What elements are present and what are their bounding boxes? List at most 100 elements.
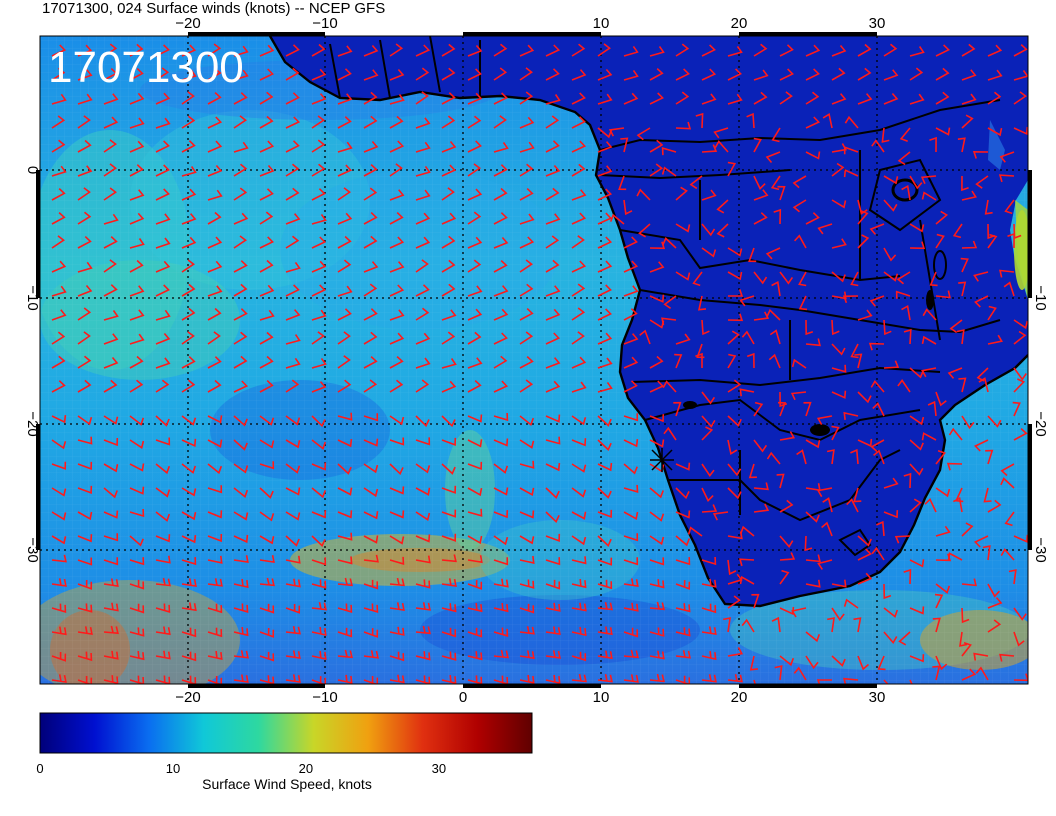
wind-barb — [897, 151, 911, 166]
wind-barb — [259, 555, 275, 563]
wind-barb — [363, 283, 378, 297]
wind-barb — [311, 626, 327, 637]
wind-barb — [545, 164, 561, 177]
wind-barb — [545, 140, 560, 153]
wind-barb — [311, 357, 327, 369]
wind-barb — [103, 163, 117, 177]
wind-barb — [952, 223, 963, 239]
wind-barb — [207, 307, 222, 321]
wind-barb — [932, 617, 941, 633]
wind-barb — [870, 380, 885, 393]
wind-barb — [571, 116, 586, 129]
wind-barb — [816, 487, 833, 498]
wind-barb — [883, 679, 897, 684]
wind-barb — [805, 631, 821, 643]
wind-barb — [831, 425, 840, 441]
wind-barb — [51, 285, 67, 297]
wind-barb — [207, 510, 223, 519]
wind-barb — [850, 271, 859, 287]
wind-barb — [363, 603, 379, 613]
colorbar-tick-label: 20 — [299, 761, 313, 776]
wind-barb — [779, 535, 794, 548]
wind-barb — [727, 463, 742, 477]
wind-barb — [620, 137, 629, 153]
wind-barb — [519, 141, 535, 153]
wind-barb — [441, 212, 457, 225]
wind-barb — [181, 140, 196, 153]
wind-barb — [597, 650, 613, 660]
wind-barb — [493, 535, 509, 546]
wind-barb — [623, 308, 638, 321]
wind-barb — [987, 223, 996, 240]
wind-barb — [623, 92, 639, 105]
wind-barb — [311, 163, 326, 177]
wind-barb — [259, 68, 274, 81]
wind-barb — [883, 583, 892, 600]
wind-barb — [597, 357, 613, 369]
wind-barb — [748, 463, 757, 479]
wind-barb — [597, 415, 612, 427]
wind-barb — [129, 627, 145, 637]
wind-barb — [623, 285, 639, 297]
wind-barb — [155, 577, 171, 587]
wind-barb — [984, 199, 993, 215]
wind-barb — [415, 165, 431, 177]
wind-barb — [978, 377, 989, 393]
wind-barb — [181, 44, 197, 57]
madagascar-edge — [1014, 210, 1028, 290]
wind-barb — [831, 364, 847, 373]
wind-barb — [649, 139, 664, 153]
wind-barb — [571, 579, 587, 589]
wind-barb — [311, 284, 326, 297]
wind-barb — [441, 331, 456, 345]
lat-label-left: −10 — [24, 285, 41, 310]
wind-barb — [958, 281, 967, 297]
wind-barb — [961, 240, 978, 249]
lakes — [683, 178, 947, 436]
wind-barb — [233, 674, 249, 684]
wind-barb — [389, 437, 405, 446]
wind-barb — [935, 449, 947, 465]
wind-barb — [675, 675, 691, 684]
wind-barb — [155, 626, 171, 636]
wind-barb — [259, 415, 275, 426]
wind-barb — [467, 211, 482, 225]
wind-barb — [285, 116, 301, 129]
wind-barb — [155, 332, 171, 345]
wind-barb — [776, 473, 785, 489]
wind-barb — [961, 43, 976, 57]
wind-barb — [571, 535, 587, 546]
wind-barb — [753, 212, 768, 225]
wind-barb — [129, 508, 145, 518]
wind-barb — [701, 504, 718, 513]
wind-barb — [259, 164, 275, 177]
wind-barb — [467, 357, 483, 369]
wind-barb — [493, 510, 509, 519]
wind-barb — [675, 535, 691, 547]
wind-barb — [103, 310, 119, 321]
wind-barb — [363, 579, 379, 590]
wind-barb — [155, 650, 171, 660]
wind-barb — [51, 309, 67, 321]
wind-barb — [571, 602, 587, 612]
wind-barb — [872, 402, 885, 417]
wind-barb — [753, 69, 769, 81]
wind-barb — [571, 415, 587, 426]
wind-barb — [701, 68, 717, 81]
station-marker — [650, 448, 674, 472]
wind-barb — [545, 436, 561, 445]
wind-barb — [441, 309, 457, 321]
wind-barb — [857, 309, 873, 321]
wind-barb — [571, 307, 586, 321]
wind-barb — [1013, 367, 1027, 381]
wind-barb — [51, 93, 67, 105]
wind-barb — [727, 674, 743, 683]
wind-barb — [714, 140, 729, 153]
wind-barb — [77, 165, 93, 177]
wind-barb — [207, 331, 221, 345]
wind-barb — [777, 185, 786, 201]
wind-barb — [311, 115, 325, 129]
wind-barb — [1000, 477, 1015, 489]
wind-barb — [259, 380, 274, 393]
wind-barb — [285, 213, 301, 225]
